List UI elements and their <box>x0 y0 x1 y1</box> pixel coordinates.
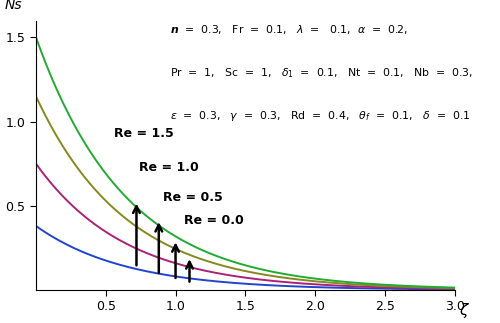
Text: Re = 0.0: Re = 0.0 <box>184 214 244 227</box>
Text: Re = 1.5: Re = 1.5 <box>114 127 174 140</box>
Y-axis label: Ns: Ns <box>4 0 22 12</box>
Text: Re = 0.5: Re = 0.5 <box>163 191 222 204</box>
Text: Pr  =  1,   Sc  =  1,   $\delta_1$  =  0.1,   Nt  =  0.1,   Nb  =  0.3,: Pr = 1, Sc = 1, $\delta_1$ = 0.1, Nt = 0… <box>170 66 473 80</box>
Text: $\varepsilon$  =  0.3,   $\gamma$  =  0.3,   Rd  =  0.4,   $\theta_f$  =  0.1,  : $\varepsilon$ = 0.3, $\gamma$ = 0.3, Rd … <box>170 109 470 123</box>
Text: $\boldsymbol{n}$  =  0.3,   Fr  =  0.1,   $\lambda$  =   0.1,  $\alpha$  =  0.2,: $\boldsymbol{n}$ = 0.3, Fr = 0.1, $\lamb… <box>170 23 408 36</box>
Text: Re = 1.0: Re = 1.0 <box>140 161 199 173</box>
X-axis label: ζ: ζ <box>459 304 467 318</box>
